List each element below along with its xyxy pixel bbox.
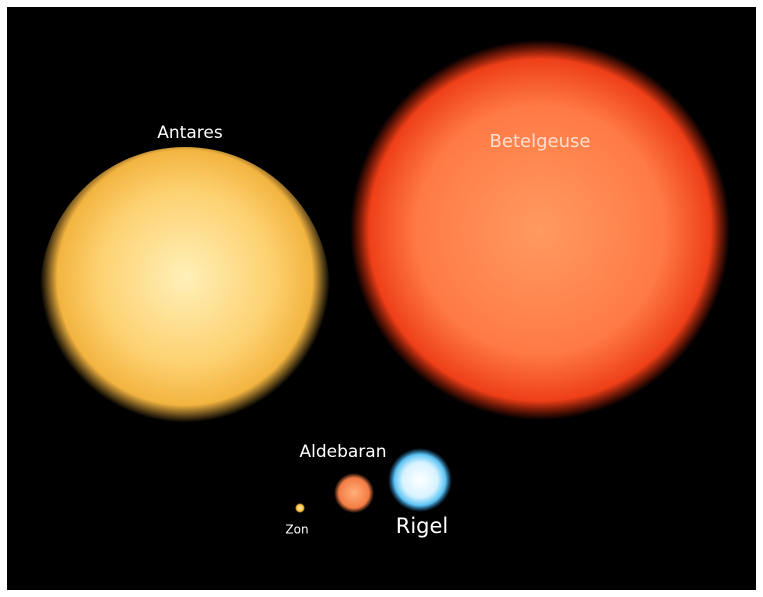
rigel <box>388 448 452 512</box>
star-label: Rigel <box>396 514 449 538</box>
page: Antares Betelgeuse Aldebaran Zon Rigel (… <box>0 0 763 597</box>
star-label: Betelgeuse <box>490 131 591 152</box>
aldebaran <box>334 473 374 513</box>
star-comparison: Antares Betelgeuse Aldebaran Zon Rigel <box>0 0 763 597</box>
zon <box>295 503 305 513</box>
antares <box>40 147 330 437</box>
betelgeuse <box>350 40 730 420</box>
star-label: Zon <box>285 523 308 537</box>
star-label: Aldebaran <box>300 442 387 462</box>
star-label: Antares <box>157 123 223 143</box>
